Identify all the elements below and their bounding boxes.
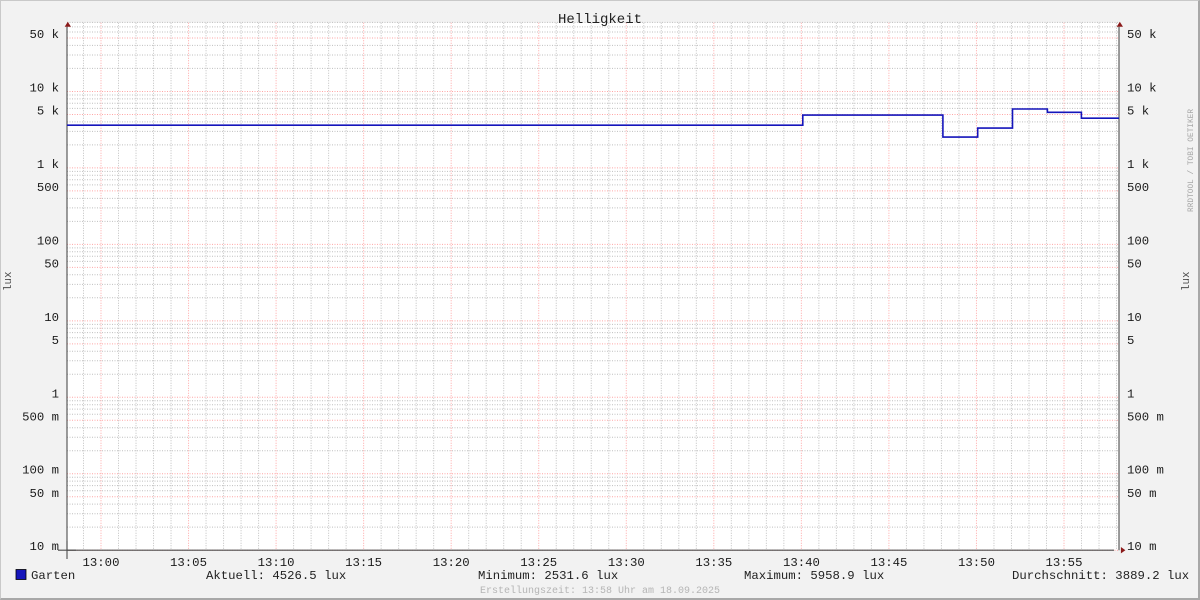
svg-text:13:00: 13:00 — [83, 556, 120, 570]
svg-text:10: 10 — [1127, 311, 1142, 325]
svg-text:lux: lux — [3, 272, 15, 291]
svg-text:10 k: 10 k — [1127, 81, 1157, 95]
svg-text:1 k: 1 k — [1127, 158, 1149, 172]
svg-text:1 k: 1 k — [37, 158, 59, 172]
svg-text:13:15: 13:15 — [345, 556, 382, 570]
svg-text:50 k: 50 k — [1127, 28, 1157, 42]
svg-text:Erstellungszeit: 13:58 Uhr am: Erstellungszeit: 13:58 Uhr am 18.09.2025 — [480, 585, 720, 597]
svg-text:5: 5 — [1127, 334, 1134, 348]
svg-text:50: 50 — [44, 257, 59, 271]
svg-text:50: 50 — [1127, 257, 1142, 271]
svg-text:500: 500 — [37, 181, 59, 195]
svg-text:100: 100 — [1127, 234, 1149, 248]
svg-text:100 m: 100 m — [1127, 464, 1164, 478]
svg-text:500 m: 500 m — [22, 410, 59, 424]
svg-text:13:05: 13:05 — [170, 556, 207, 570]
svg-text:RRDTOOL / TOBI OETIKER: RRDTOOL / TOBI OETIKER — [1188, 109, 1196, 212]
svg-text:10: 10 — [44, 311, 59, 325]
svg-text:50 k: 50 k — [29, 28, 59, 42]
svg-text:13:35: 13:35 — [695, 556, 732, 570]
svg-text:100 m: 100 m — [22, 464, 59, 478]
svg-text:50 m: 50 m — [29, 487, 59, 501]
svg-text:10 m: 10 m — [29, 540, 59, 554]
svg-text:1: 1 — [52, 387, 59, 401]
svg-text:500: 500 — [1127, 181, 1149, 195]
svg-text:50 m: 50 m — [1127, 487, 1157, 501]
svg-text:Garten: Garten — [31, 569, 75, 583]
svg-text:1: 1 — [1127, 387, 1134, 401]
svg-text:5 k: 5 k — [1127, 105, 1149, 119]
svg-text:lux: lux — [1181, 272, 1193, 291]
svg-text:10 k: 10 k — [29, 81, 59, 95]
svg-text:10 m: 10 m — [1127, 540, 1157, 554]
svg-text:13:50: 13:50 — [958, 556, 995, 570]
svg-text:100: 100 — [37, 234, 59, 248]
svg-text:5: 5 — [52, 334, 59, 348]
svg-text:13:20: 13:20 — [433, 556, 470, 570]
svg-text:Durchschnitt: 3889.2 lux: Durchschnitt: 3889.2 lux — [1012, 569, 1189, 583]
svg-text:Maximum: 5958.9 lux: Maximum: 5958.9 lux — [744, 569, 884, 583]
svg-text:Minimum: 2531.6 lux: Minimum: 2531.6 lux — [478, 569, 618, 583]
svg-text:Aktuell: 4526.5 lux: Aktuell: 4526.5 lux — [206, 569, 346, 583]
svg-text:5 k: 5 k — [37, 105, 59, 119]
svg-text:500 m: 500 m — [1127, 410, 1164, 424]
svg-text:Helligkeit: Helligkeit — [558, 12, 642, 28]
